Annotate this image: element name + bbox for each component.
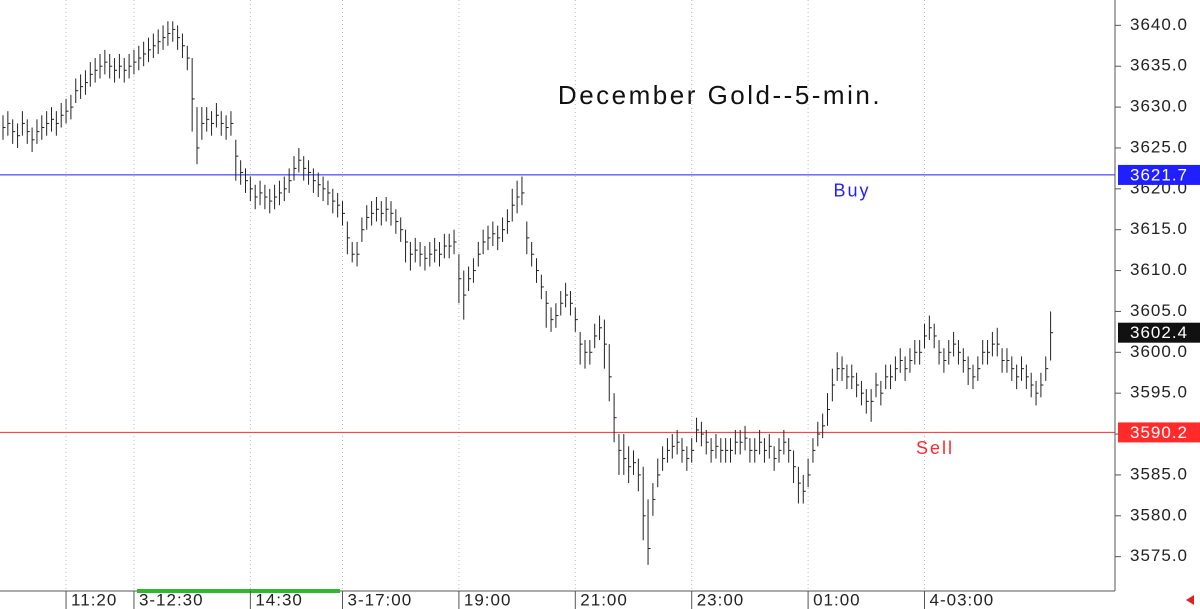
x-tick-label: 11:20 [71, 590, 117, 609]
x-tick-label: 14:30 [255, 590, 303, 609]
bars [2, 21, 1054, 565]
x-tick-label: 23:00 [697, 590, 745, 609]
y-tick-label: 3585.0 [1130, 464, 1188, 483]
y-tick-label: 3630.0 [1130, 97, 1188, 116]
y-tick-label: 3610.0 [1130, 260, 1188, 279]
price-tag [1118, 422, 1200, 443]
x-tick-label: 3-12:30 [139, 590, 204, 609]
y-tick-label: 3595.0 [1130, 383, 1188, 402]
session-highlight [137, 589, 340, 593]
price-axis: 3575.03580.03585.03590.03595.03600.03605… [1115, 15, 1188, 565]
price-tag-label: 3590.2 [1130, 423, 1188, 442]
x-tick-label: 19:00 [464, 590, 512, 609]
chart-title: December Gold--5-min. [558, 80, 882, 110]
y-tick-label: 3575.0 [1130, 546, 1188, 565]
scroll-arrow[interactable] [1186, 595, 1194, 605]
y-tick-label: 3640.0 [1130, 15, 1188, 34]
x-tick-label: 3-17:00 [348, 590, 413, 609]
y-tick-label: 3635.0 [1130, 56, 1188, 75]
level-label: Sell [916, 438, 954, 458]
price-tag [1118, 164, 1200, 185]
y-tick-label: 3605.0 [1130, 301, 1188, 320]
x-tick-label: 01:00 [813, 590, 861, 609]
price-tag-label: 3621.7 [1130, 165, 1188, 184]
x-tick-label: 4-03:00 [930, 590, 995, 609]
x-tick-label: 21:00 [580, 590, 628, 609]
level-label: Buy [833, 181, 870, 201]
y-tick-label: 3580.0 [1130, 505, 1188, 524]
price-tag [1118, 322, 1200, 343]
y-tick-label: 3600.0 [1130, 342, 1188, 361]
levels: Buy Sell [0, 174, 1115, 458]
grid [65, 0, 925, 591]
price-tags: 3621.7 3590.2 3602.4 [1118, 164, 1200, 443]
y-tick-label: 3615.0 [1130, 219, 1188, 238]
y-tick-label: 3625.0 [1130, 137, 1188, 156]
price-tag-label: 3602.4 [1130, 323, 1188, 342]
time-axis: 11:20 3-12:30 14:30 3-17:00 19:00 21:00 23:00 0… [65, 590, 995, 609]
